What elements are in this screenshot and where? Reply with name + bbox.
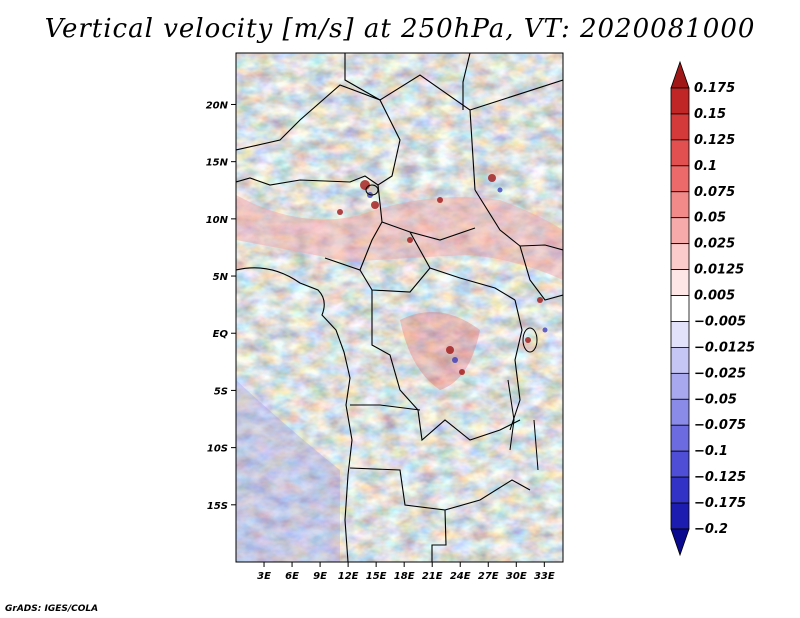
colorbar-swatch bbox=[670, 321, 690, 348]
lat-tick-label: 10S bbox=[207, 444, 228, 455]
lon-tick-label: 6E bbox=[285, 571, 299, 582]
lat-tick-label: 5S bbox=[214, 386, 228, 397]
lon-tick-label: 15E bbox=[366, 571, 387, 582]
plot-frame bbox=[235, 52, 564, 563]
colorbar-label: 0.0125 bbox=[694, 263, 744, 278]
lon-tick-label: 9E bbox=[313, 571, 327, 582]
lon-tick-label: 12E bbox=[338, 571, 359, 582]
colorbar-swatch bbox=[670, 165, 690, 193]
lat-tick-label: 5N bbox=[213, 272, 229, 283]
colorbar-label: 0.05 bbox=[694, 211, 726, 226]
colorbar-label: −0.075 bbox=[694, 418, 746, 433]
colorbar: 0.175 0.15 0.125 0.1 0.075 0.05 0.025 0.0125 0.0… bbox=[670, 60, 755, 557]
lon-tick-label: 30E bbox=[506, 571, 527, 582]
colorbar-swatch bbox=[670, 528, 690, 557]
colorbar-swatch bbox=[670, 502, 690, 530]
longitude-axis: 3E 6E 9E 12E 15E 18E 21E 24E 27E 30E 33E bbox=[257, 562, 555, 582]
colorbar-swatch bbox=[670, 60, 690, 89]
velocity-field bbox=[236, 53, 563, 562]
colorbar-label: 0.075 bbox=[694, 185, 735, 200]
colorbar-swatch bbox=[670, 217, 690, 245]
lon-tick-label: 24E bbox=[450, 571, 471, 582]
lat-tick-label: 20N bbox=[206, 100, 229, 111]
colorbar-swatch bbox=[670, 347, 690, 374]
colorbar-label: 0.005 bbox=[694, 289, 735, 304]
colorbar-swatch bbox=[670, 398, 690, 426]
colorbar-label: −0.1 bbox=[694, 444, 728, 459]
colorbar-swatch bbox=[670, 450, 690, 478]
grads-credit: GrADS: IGES/COLA bbox=[5, 604, 99, 614]
colorbar-label: −0.0125 bbox=[694, 340, 755, 355]
colorbar-label: −0.2 bbox=[694, 522, 728, 537]
lon-tick-label: 27E bbox=[478, 571, 499, 582]
colorbar-swatch bbox=[670, 295, 690, 322]
colorbar-label: 0.025 bbox=[694, 237, 735, 252]
lon-tick-label: 3E bbox=[257, 571, 271, 582]
lat-tick-label: EQ bbox=[213, 329, 229, 340]
colorbar-label: −0.005 bbox=[694, 314, 746, 329]
lon-tick-label: 33E bbox=[534, 571, 555, 582]
convective-cores bbox=[337, 174, 543, 375]
colorbar-label: 0.15 bbox=[694, 107, 726, 122]
latitude-axis: 20N 15N 10N 5N EQ 5S 10S 15S bbox=[206, 100, 236, 512]
colorbar-swatch bbox=[670, 191, 690, 219]
lat-tick-label: 15N bbox=[206, 158, 229, 169]
colorbar-swatch bbox=[670, 139, 690, 167]
colorbar-label: 0.125 bbox=[694, 133, 735, 148]
lakes bbox=[365, 184, 539, 471]
colorbar-swatch bbox=[670, 243, 690, 270]
lon-tick-label: 21E bbox=[422, 571, 443, 582]
colorbar-label: −0.025 bbox=[694, 366, 746, 381]
colorbar-label: −0.05 bbox=[694, 392, 737, 407]
colorbar-swatch bbox=[670, 476, 690, 504]
colorbar-swatch bbox=[670, 424, 690, 452]
colorbar-swatch bbox=[670, 372, 690, 400]
map-title: Vertical velocity [m/s] at 250hPa, VT: 2… bbox=[44, 14, 756, 44]
colorbar-label: −0.175 bbox=[694, 496, 746, 511]
colorbar-label: −0.125 bbox=[694, 470, 746, 485]
colorbar-label: 0.1 bbox=[694, 159, 717, 174]
colorbar-swatch bbox=[670, 87, 690, 115]
country-borders bbox=[236, 53, 563, 562]
colorbar-swatch bbox=[670, 269, 690, 296]
colorbar-label: 0.175 bbox=[694, 81, 735, 96]
colorbar-swatch bbox=[670, 113, 690, 141]
lat-tick-label: 15S bbox=[207, 501, 228, 512]
lat-tick-label: 10N bbox=[206, 215, 229, 226]
lon-tick-label: 18E bbox=[394, 571, 415, 582]
